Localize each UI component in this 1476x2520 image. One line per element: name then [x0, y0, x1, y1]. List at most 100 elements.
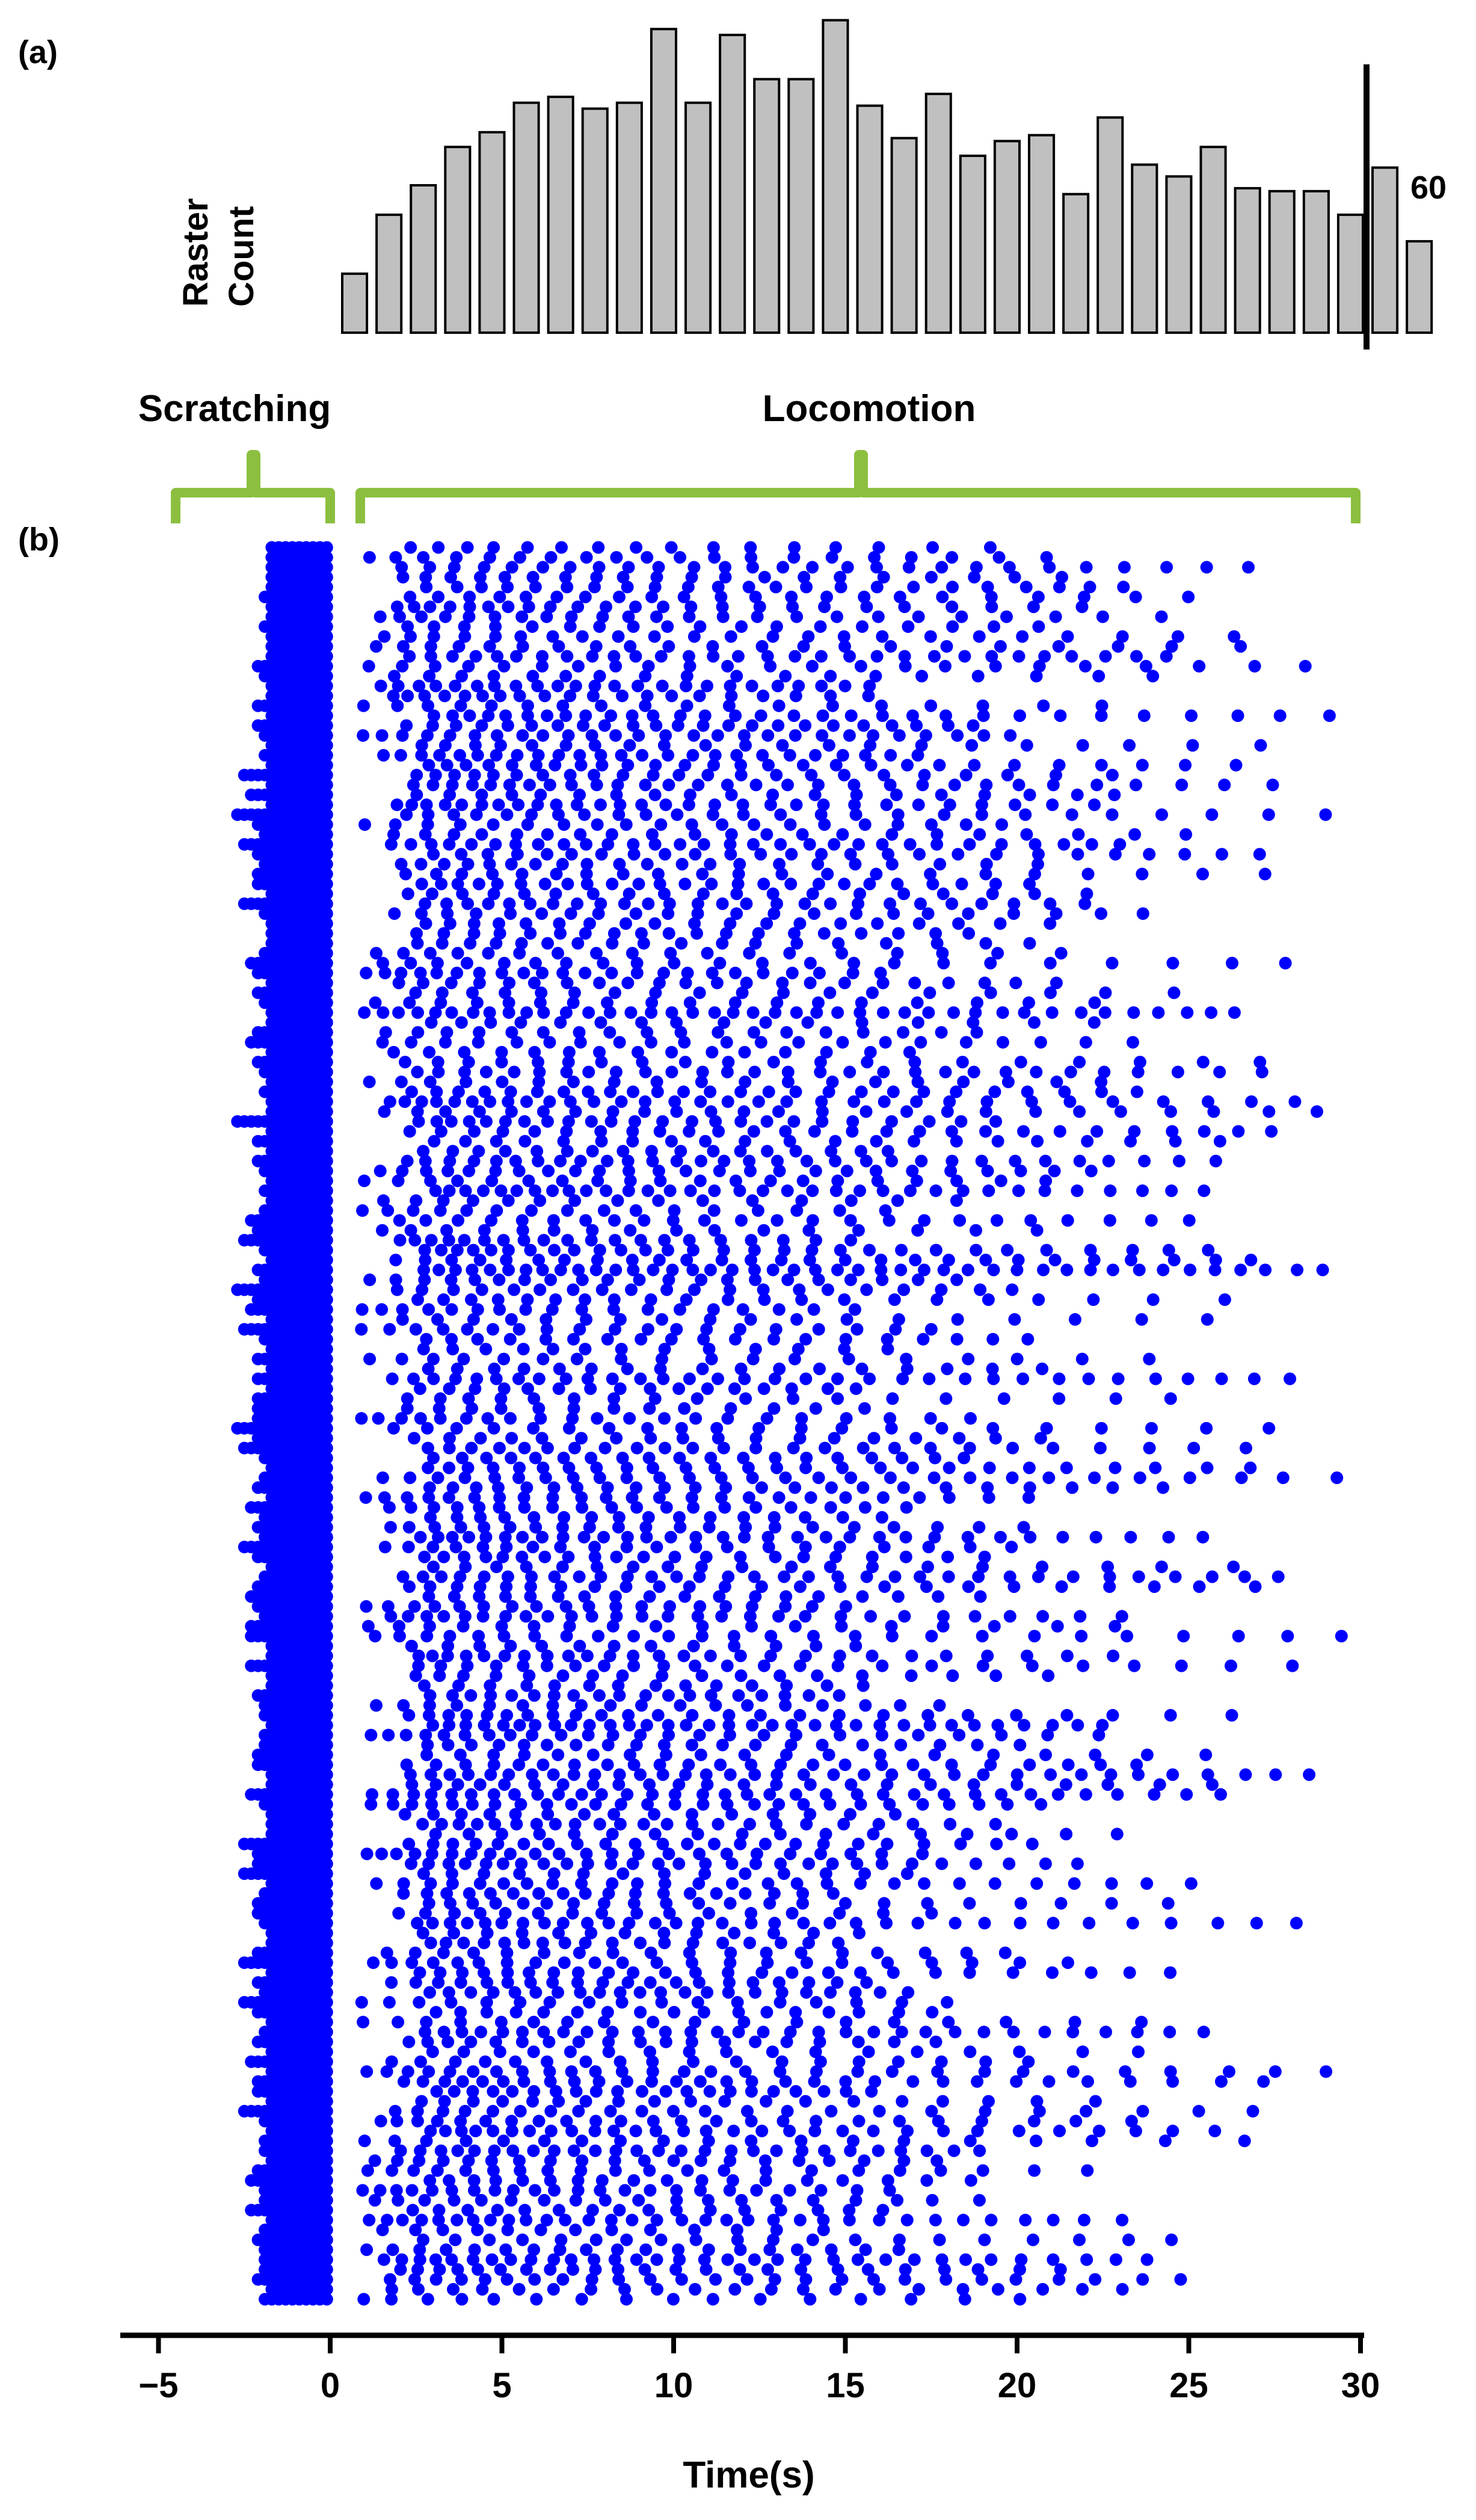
raster-dot [320, 1056, 333, 1068]
raster-dot [605, 966, 618, 979]
raster-dot [463, 590, 476, 603]
raster-dot [435, 986, 449, 999]
raster-dot [645, 828, 659, 841]
raster-dot [916, 1798, 929, 1811]
raster-dot [376, 1471, 389, 1484]
raster-dot [764, 659, 777, 673]
raster-dot [1248, 659, 1261, 673]
raster-dot [468, 768, 481, 781]
raster-dot [476, 689, 489, 703]
raster-dot [889, 1808, 902, 1821]
raster-dot [678, 1590, 692, 1603]
raster-dot [790, 1204, 804, 1217]
raster-dot [1031, 1135, 1044, 1148]
raster-dot [580, 838, 592, 851]
raster-dot [1053, 759, 1066, 772]
raster-dot [556, 1669, 570, 1682]
raster-dot [839, 1491, 852, 1504]
raster-dot [640, 1530, 653, 1544]
raster-dot [672, 768, 686, 781]
raster-dot [562, 1422, 576, 1435]
raster-dot [544, 1273, 557, 1286]
raster-dot [596, 610, 609, 623]
raster-dot [472, 877, 485, 890]
raster-dot [905, 1669, 918, 1682]
raster-dot [696, 1065, 709, 1079]
raster-dot [820, 1046, 833, 1059]
raster-dot [942, 976, 955, 990]
raster-dot [532, 838, 545, 851]
raster-dot [607, 1075, 621, 1088]
raster-dot [497, 659, 511, 673]
raster-dot [435, 937, 449, 950]
raster-dot [320, 957, 333, 970]
raster-dot [731, 877, 745, 890]
raster-dot [713, 957, 727, 970]
raster-dot [684, 600, 698, 614]
raster-dot [470, 996, 484, 1009]
raster-dot [998, 1946, 1012, 1959]
raster-dot [941, 1550, 955, 1563]
raster-dot [624, 1224, 637, 1237]
raster-dot [1197, 2026, 1210, 2039]
raster-dot [789, 650, 802, 663]
raster-dot [734, 1837, 747, 1850]
raster-dot [1060, 1708, 1074, 1722]
raster-dot [1249, 1580, 1262, 1593]
raster-dot [588, 1580, 601, 1593]
raster-dot [512, 1471, 525, 1484]
raster-dot [687, 1501, 700, 1514]
raster-dot [713, 1165, 726, 1177]
raster-dot [607, 650, 621, 663]
raster-dot [729, 1174, 742, 1188]
raster-dot [1092, 670, 1105, 683]
raster-dot [884, 1471, 897, 1484]
raster-dot [779, 1699, 792, 1712]
raster-dot [446, 1343, 460, 1356]
raster-dot [870, 581, 884, 594]
raster-dot [1169, 1135, 1182, 1148]
raster-dot [562, 1115, 575, 1128]
raster-dot [853, 1926, 866, 1939]
raster-dot [729, 1332, 742, 1346]
raster-dot [718, 1154, 731, 1168]
raster-dot [429, 768, 442, 781]
raster-dot [687, 1639, 700, 1653]
raster-dot [900, 1501, 913, 1514]
raster-dot [872, 541, 885, 554]
raster-dot [411, 1065, 424, 1079]
raster-dot [734, 768, 748, 781]
raster-dot [900, 1867, 914, 1881]
raster-dot [404, 957, 417, 970]
raster-dot [1167, 986, 1181, 999]
raster-dot [474, 1432, 487, 1445]
raster-dot [766, 1263, 780, 1277]
raster-dot [866, 1650, 879, 1663]
histogram-bar [1406, 240, 1433, 334]
raster-dot [417, 976, 429, 990]
raster-dot [895, 1243, 908, 1257]
raster-dot [1028, 867, 1041, 881]
raster-dot [588, 768, 600, 781]
raster-dot [734, 1145, 747, 1158]
raster-dot [511, 848, 524, 861]
raster-dot [1250, 1917, 1263, 1930]
raster-dot [320, 590, 333, 603]
raster-dot [709, 749, 722, 762]
raster-dot [773, 858, 786, 870]
raster-dot [906, 1165, 919, 1177]
raster-dot [537, 1105, 550, 1118]
raster-dot [1081, 867, 1095, 881]
raster-dot [940, 640, 953, 653]
raster-dot [320, 1194, 333, 1207]
raster-dot [541, 937, 554, 950]
raster-dot [698, 709, 712, 722]
raster-dot [825, 1481, 838, 1494]
raster-dot [613, 798, 627, 812]
raster-dot [427, 848, 440, 861]
raster-dot [787, 1392, 800, 1405]
raster-dot [433, 1669, 446, 1682]
raster-dot [1009, 976, 1022, 990]
raster-dot [916, 1847, 929, 1861]
raster-dot [595, 1283, 609, 1296]
